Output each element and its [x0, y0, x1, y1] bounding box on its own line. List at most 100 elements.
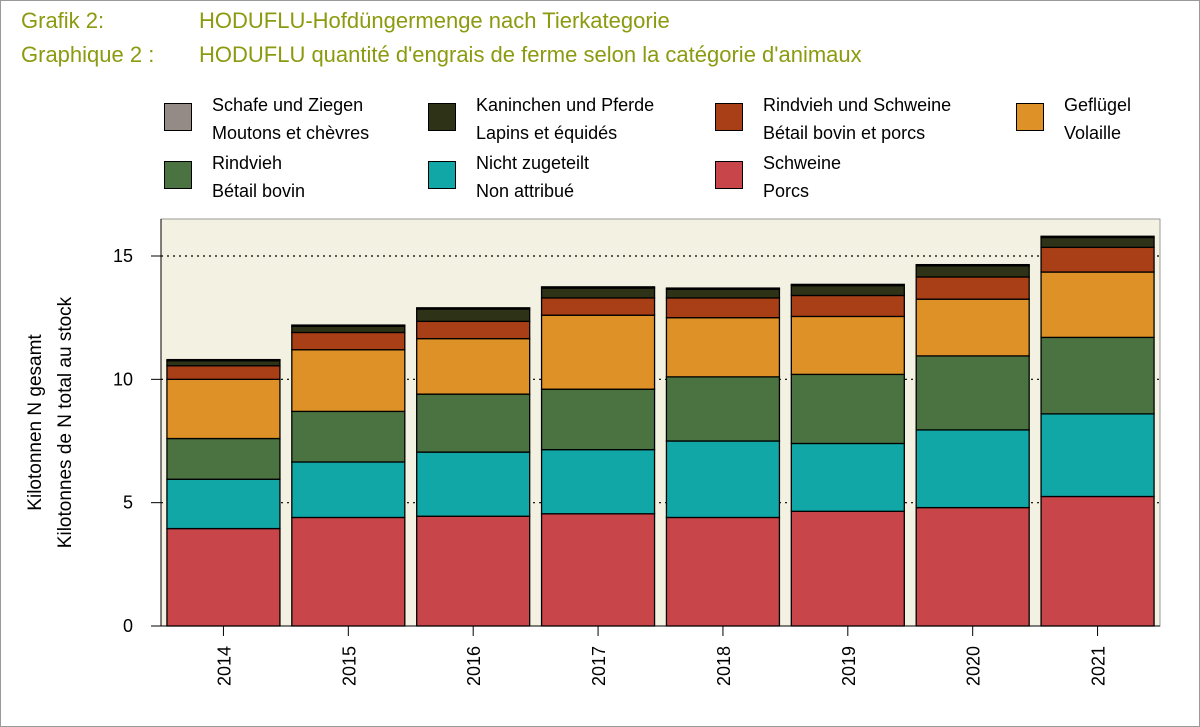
x-tick-label: 2019 [839, 646, 859, 686]
legend-swatch [164, 161, 192, 189]
bar-segment-gefl-gel [665, 317, 781, 378]
bar-segment-rindvieh [1040, 336, 1155, 415]
legend-label-de: Kaninchen und Pferde [476, 95, 655, 115]
bar-segment-schafe-und-ziegen [1040, 235, 1155, 239]
bar-segment-kaninchen-und-pferde [416, 308, 531, 323]
legend-label-fr: Lapins et équidés [476, 123, 618, 143]
bar-segment-nicht-zugeteilt [416, 451, 531, 517]
legend-label: Schweine Porcs [763, 149, 841, 205]
legend-label-de: Geflügel [1064, 95, 1132, 115]
y-axis-label-fr: Kilotonnes de N total au stock [55, 296, 76, 548]
legend-label: Rindvieh und Schweine Bétail bovin et po… [763, 91, 951, 147]
bar-segment-rindvieh-und-schweine [1040, 246, 1155, 273]
bar-segment-schweine [416, 515, 531, 627]
bar-segment-nicht-zugeteilt [291, 461, 406, 519]
legend-label-de: Rindvieh und Schweine [763, 95, 952, 115]
bar-segment-kaninchen-und-pferde [166, 360, 281, 367]
bar-segment-gefl-gel [1040, 271, 1155, 339]
legend-swatch [715, 161, 743, 189]
bar-segment-kaninchen-und-pferde [540, 287, 656, 299]
y-axis-label-de: Kilotonnen N gesamt [25, 334, 46, 511]
x-tick-label: 2016 [464, 646, 484, 686]
bar-segment-rindvieh-und-schweine [416, 320, 531, 340]
bar-segment-rindvieh-und-schweine [291, 331, 406, 351]
bar-segment-schafe-und-ziegen [540, 286, 656, 289]
legend-item-schweine: Schweine Porcs [715, 149, 975, 205]
title-text-fr: HODUFLU quantité d'engrais de ferme selo… [199, 42, 862, 67]
bar-segment-rindvieh [291, 410, 406, 463]
y-tick-label: 5 [123, 493, 133, 513]
bar-segment-rindvieh [166, 437, 281, 480]
bar-segment-kaninchen-und-pferde [1040, 236, 1155, 249]
legend-swatch [715, 103, 743, 131]
legend-item-rindvieh-schweine: Rindvieh und Schweine Bétail bovin et po… [715, 91, 975, 147]
bar-segment-rindvieh-und-schweine [166, 365, 281, 380]
bar-segment-schweine [1040, 495, 1155, 627]
bar-segment-rindvieh [790, 373, 905, 445]
bar-segment-kaninchen-und-pferde [790, 284, 905, 297]
legend-swatch [428, 161, 456, 189]
legend-item-rindvieh: Rindvieh Bétail bovin [164, 149, 424, 205]
y-tick-label: 15 [113, 246, 133, 266]
legend-label-fr: Bétail bovin et porcs [763, 123, 926, 143]
legend-label-fr: Non attribué [476, 181, 575, 201]
bar-segment-schafe-und-ziegen [665, 287, 781, 290]
bar-segment-schafe-und-ziegen [790, 283, 905, 287]
bar-segment-gefl-gel [540, 314, 656, 390]
bar-segment-rindvieh [665, 376, 781, 442]
bar-segment-schweine [790, 510, 905, 627]
bar-segment-rindvieh-und-schweine [790, 294, 905, 318]
legend-label: Schafe und Ziegen Moutons et chèvres [212, 91, 369, 147]
title-label-de: Grafik 2: [21, 8, 105, 33]
bar-segment-kaninchen-und-pferde [291, 325, 406, 334]
bar-segment-schweine [665, 516, 781, 627]
bar-segment-rindvieh [416, 393, 531, 453]
bar-segment-nicht-zugeteilt [665, 440, 781, 519]
legend-item-schafe-ziegen: Schafe und Ziegen Moutons et chèvres [164, 91, 424, 147]
bar-segment-schweine [915, 506, 1030, 627]
bar-segment-schafe-und-ziegen [416, 307, 531, 310]
x-tick-label: 2018 [714, 646, 734, 686]
legend-item-kaninchen-pferde: Kaninchen und Pferde Lapins et équidés [428, 91, 688, 147]
x-tick-label: 2020 [964, 646, 984, 686]
legend-swatch [428, 103, 456, 131]
bar-segment-rindvieh-und-schweine [915, 276, 1030, 300]
legend-label-de: Schafe und Ziegen [212, 95, 364, 115]
legend-label-de: Nicht zugeteilt [476, 153, 590, 173]
bar-segment-gefl-gel [166, 378, 281, 440]
legend-swatch [164, 103, 192, 131]
bar-segment-gefl-gel [416, 337, 531, 395]
title-line-2: Graphique 2 : HODUFLU quantité d'engrais… [21, 42, 862, 68]
bar-segment-nicht-zugeteilt [790, 442, 905, 512]
legend-label-fr: Bétail bovin [212, 181, 306, 201]
bar-segment-rindvieh-und-schweine [540, 297, 656, 316]
bar-segment-schweine [540, 513, 656, 627]
bar-segment-nicht-zugeteilt [540, 448, 656, 515]
title-text-de: HODUFLU-Hofdüngermenge nach Tierkategori… [199, 8, 670, 33]
bar-segment-nicht-zugeteilt [166, 478, 281, 530]
bar-segment-schafe-und-ziegen [166, 358, 281, 362]
bar-segment-rindvieh [540, 388, 656, 451]
bar-segment-rindvieh [915, 355, 1030, 431]
y-tick-label: 0 [123, 616, 133, 636]
title-label-fr: Graphique 2 : [21, 42, 155, 67]
bar-segment-rindvieh-und-schweine [665, 297, 781, 319]
bar-segment-schafe-und-ziegen [915, 263, 1030, 267]
legend-item-nicht-zugeteilt: Nicht zugeteilt Non attribué [428, 149, 688, 205]
bar-segment-nicht-zugeteilt [1040, 413, 1155, 498]
legend-label: Nicht zugeteilt Non attribué [476, 149, 589, 205]
title-line-1: Grafik 2: HODUFLU-Hofdüngermenge nach Ti… [21, 8, 670, 34]
legend-label: Rindvieh Bétail bovin [212, 149, 305, 205]
bar-segment-gefl-gel [915, 298, 1030, 357]
legend-label-fr: Porcs [763, 181, 810, 201]
legend-label-fr: Volaille [1064, 123, 1122, 143]
x-tick-label: 2021 [1089, 646, 1109, 686]
bar-segment-schweine [166, 527, 281, 627]
legend-item-gefluegel: Geflügel Volaille [1016, 91, 1186, 147]
legend-label-fr: Moutons et chèvres [212, 123, 370, 143]
legend-swatch [1016, 103, 1044, 131]
x-tick-label: 2017 [589, 646, 609, 686]
y-tick-label: 10 [113, 369, 133, 389]
